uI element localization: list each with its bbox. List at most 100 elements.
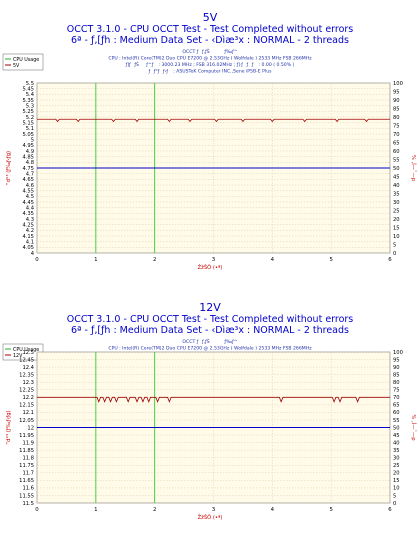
y-tick-left: 4.6 xyxy=(26,183,34,189)
y-tick-right: 60 xyxy=(393,410,400,416)
y-tick-right: 80 xyxy=(393,380,400,386)
y-tick-left: 4.9 xyxy=(26,149,34,155)
chart-panel-bottom: 12V OCCT 3.1.0 - CPU OCCT Test - Test Com… xyxy=(2,301,417,521)
y-tick-right: 95 xyxy=(393,89,400,95)
y-tick-right: 80 xyxy=(393,115,400,121)
y-tick-left: 5.2 xyxy=(26,115,34,121)
y-tick-left: 4.05 xyxy=(22,245,34,251)
grid xyxy=(36,82,391,254)
y-axis-label-right: % ‚Ì—˜—p xyxy=(410,155,417,182)
x-tick: 1 xyxy=(94,257,97,263)
x-tick: 3 xyxy=(212,257,215,263)
y-tick-left: 5.45 xyxy=(22,86,34,92)
legend-item: 5V xyxy=(13,63,20,69)
y-tick-left: 12.2 xyxy=(22,395,34,401)
info-line: ƒ]ƒƒŠƒ^ƒ : 3000.23 MHz ; FSB 316.02M… xyxy=(125,61,295,68)
y-tick-right: 25 xyxy=(393,463,400,469)
x-tick: 5 xyxy=(329,257,332,263)
y-tick-right: 85 xyxy=(393,106,400,112)
x-tick: 6 xyxy=(388,507,392,513)
y-tick-left: 4.25 xyxy=(22,222,34,228)
info-line: CPU : Intel(R) Core(TM)2 Duo CPU E7200 @… xyxy=(108,56,312,62)
y-tick-right: 25 xyxy=(393,208,400,214)
title-line-1: OCCT 3.1.0 - CPU OCCT Test - Test Comple… xyxy=(67,24,354,35)
y-tick-right: 85 xyxy=(393,372,400,378)
info-line: OCCT ƒƒ‚ƒŠƒ‰ƒ^ xyxy=(182,48,237,55)
y-tick-right: 55 xyxy=(393,418,400,424)
y-axis-label-right: % ‚Ì—˜—p xyxy=(410,414,417,441)
y-tick-left: 5.3 xyxy=(26,103,34,109)
title-line-1: OCCT 3.1.0 - CPU OCCT Test - Test Comple… xyxy=(67,314,354,325)
y-tick-right: 40 xyxy=(393,440,400,446)
y-tick-right: 100 xyxy=(393,350,403,356)
y-tick-right: 5 xyxy=(393,242,396,248)
y-tick-right: 40 xyxy=(393,183,400,189)
x-tick: 1 xyxy=(94,507,97,513)
y-tick-right: 65 xyxy=(393,140,400,146)
y-tick-right: 90 xyxy=(393,98,400,104)
y-tick-left: 11.75 xyxy=(19,463,34,469)
y-tick-right: 55 xyxy=(393,157,400,163)
y-tick-right: 15 xyxy=(393,478,400,484)
x-tick: 0 xyxy=(35,257,39,263)
x-tick: 4 xyxy=(271,507,275,513)
y-tick-left: 11.5 xyxy=(22,501,34,507)
x-tick: 2 xyxy=(153,257,156,263)
x-tick: 0 xyxy=(35,507,39,513)
y-tick-left: 11.65 xyxy=(19,478,34,484)
y-tick-right: 75 xyxy=(393,388,400,394)
y-tick-left: 5 xyxy=(31,137,34,143)
y-tick-left: 4.65 xyxy=(22,177,34,183)
x-tick: 4 xyxy=(271,257,275,263)
y-tick-right: 45 xyxy=(393,433,400,439)
info-line: OCCT ƒƒ‚ƒŠƒ‰ƒ^ xyxy=(182,338,237,345)
y-tick-right: 35 xyxy=(393,448,400,454)
y-tick-right: 10 xyxy=(393,486,400,492)
y-tick-right: 15 xyxy=(393,225,400,231)
y-tick-left: 12.3 xyxy=(22,380,34,386)
y-tick-right: 30 xyxy=(393,200,400,206)
y-tick-right: 75 xyxy=(393,123,400,129)
y-tick-left: 12 xyxy=(27,425,34,431)
panel-title: 5V xyxy=(203,11,218,24)
y-tick-left: 5.1 xyxy=(26,126,34,132)
series-voltage-5V xyxy=(37,118,390,123)
title-line-2: 6ª - ƒ‚[ƒh : Medium Data Set - ‹Dìæ³x : … xyxy=(71,325,349,336)
y-tick-right: 45 xyxy=(393,174,400,180)
title-line-2: 6ª - ƒ‚[ƒh : Medium Data Set - ‹Dìæ³x : … xyxy=(71,35,349,46)
y-tick-right: 35 xyxy=(393,191,400,197)
y-tick-left: 4.3 xyxy=(26,217,34,223)
y-tick-left: 4.5 xyxy=(26,194,34,200)
legend-item: 12V xyxy=(13,353,23,359)
y-tick-left: 4.85 xyxy=(22,154,34,160)
info-line: ƒƒ°ƒƒ‹ƒ : ASUSTeK Computer INC.,Sene … xyxy=(147,69,272,75)
y-tick-left: 4.1 xyxy=(26,239,34,245)
y-tick-left: 4 xyxy=(31,251,35,257)
y-tick-left: 5.15 xyxy=(22,120,34,126)
y-tick-left: 4.7 xyxy=(26,171,34,177)
legend-box xyxy=(2,53,44,71)
y-tick-right: 0 xyxy=(393,251,396,257)
y-tick-left: 12.45 xyxy=(19,357,34,363)
y-tick-left: 5.4 xyxy=(26,92,35,98)
y-tick-left: 11.8 xyxy=(22,456,34,462)
x-tick: 3 xyxy=(212,507,215,513)
y-tick-left: 11.55 xyxy=(19,493,34,499)
y-tick-left: 12.35 xyxy=(19,372,34,378)
y-tick-left: 5.05 xyxy=(22,132,34,138)
y-tick-left: 12.1 xyxy=(22,410,34,416)
x-axis-label: ŽžŠÔ (•ª) xyxy=(198,513,223,521)
y-tick-right: 20 xyxy=(393,217,400,223)
y-tick-left: 11.6 xyxy=(22,486,34,492)
y-tick-right: 90 xyxy=(393,365,400,371)
x-tick: 2 xyxy=(153,507,156,513)
info-line: CPU : Intel(R) Core(TM)2 Duo CPU E7200 @… xyxy=(108,346,312,352)
y-tick-right: 65 xyxy=(393,403,400,409)
y-tick-left: 4.35 xyxy=(22,211,34,217)
y-tick-left: 5.5 xyxy=(26,81,34,87)
series-voltage-12V xyxy=(37,396,390,403)
y-tick-right: 95 xyxy=(393,357,400,363)
